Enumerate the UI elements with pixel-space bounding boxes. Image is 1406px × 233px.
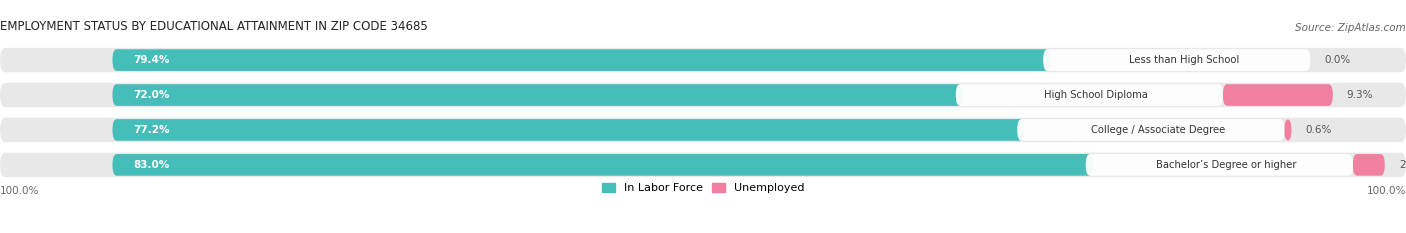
Text: 2.7%: 2.7% [1399, 160, 1406, 170]
Text: 79.4%: 79.4% [134, 55, 170, 65]
FancyBboxPatch shape [112, 49, 1050, 71]
FancyBboxPatch shape [0, 83, 1406, 107]
Text: 100.0%: 100.0% [1367, 186, 1406, 196]
FancyBboxPatch shape [1284, 119, 1292, 141]
Text: 0.6%: 0.6% [1306, 125, 1331, 135]
FancyBboxPatch shape [1085, 154, 1353, 176]
Text: 9.3%: 9.3% [1347, 90, 1374, 100]
FancyBboxPatch shape [112, 154, 1092, 176]
Text: 72.0%: 72.0% [134, 90, 170, 100]
Legend: In Labor Force, Unemployed: In Labor Force, Unemployed [602, 183, 804, 193]
FancyBboxPatch shape [956, 84, 1223, 106]
Text: Less than High School: Less than High School [1129, 55, 1239, 65]
FancyBboxPatch shape [1043, 49, 1310, 71]
Text: 77.2%: 77.2% [134, 125, 170, 135]
Text: 100.0%: 100.0% [0, 186, 39, 196]
FancyBboxPatch shape [0, 153, 1406, 177]
Text: EMPLOYMENT STATUS BY EDUCATIONAL ATTAINMENT IN ZIP CODE 34685: EMPLOYMENT STATUS BY EDUCATIONAL ATTAINM… [0, 21, 427, 33]
Text: College / Associate Degree: College / Associate Degree [1091, 125, 1225, 135]
FancyBboxPatch shape [1353, 154, 1385, 176]
Text: Source: ZipAtlas.com: Source: ZipAtlas.com [1295, 23, 1406, 33]
Text: 83.0%: 83.0% [134, 160, 170, 170]
Text: 0.0%: 0.0% [1324, 55, 1351, 65]
Text: Bachelor’s Degree or higher: Bachelor’s Degree or higher [1156, 160, 1296, 170]
FancyBboxPatch shape [0, 48, 1406, 72]
FancyBboxPatch shape [0, 118, 1406, 142]
FancyBboxPatch shape [112, 119, 1024, 141]
FancyBboxPatch shape [112, 84, 963, 106]
FancyBboxPatch shape [1017, 119, 1284, 141]
Text: High School Diploma: High School Diploma [1045, 90, 1149, 100]
FancyBboxPatch shape [1223, 84, 1333, 106]
